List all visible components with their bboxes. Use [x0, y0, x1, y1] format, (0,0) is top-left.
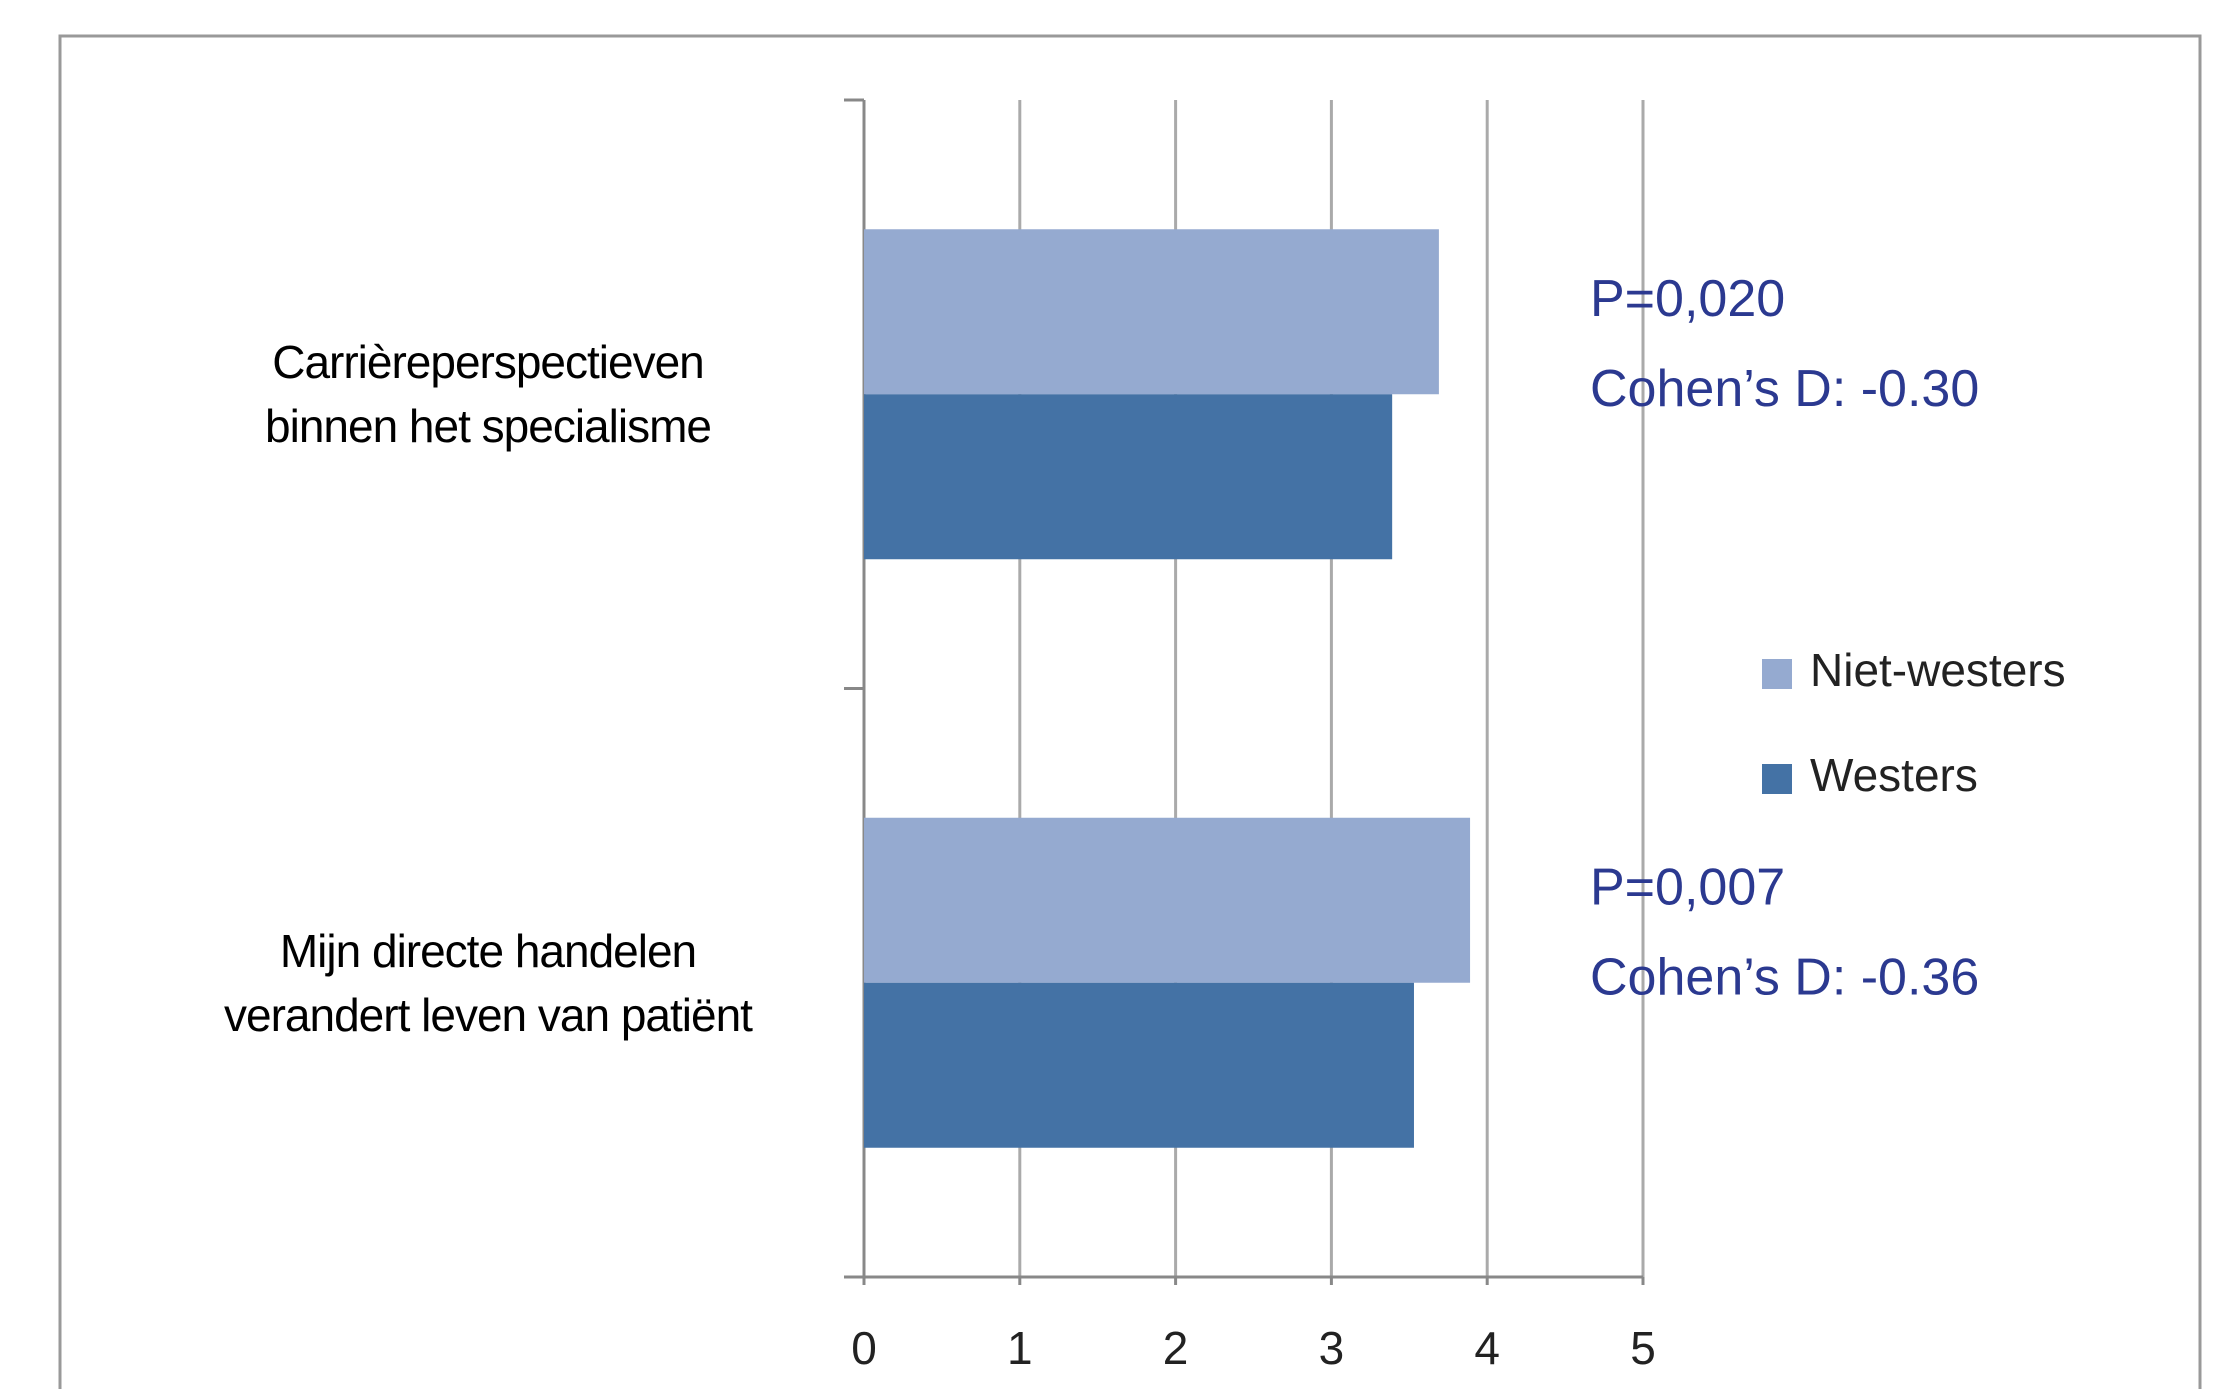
- x-tick-label: 3: [1319, 1322, 1345, 1374]
- legend-label: Niet-westers: [1810, 644, 2066, 696]
- x-tick-label: 1: [1007, 1322, 1033, 1374]
- annotation: P=0,020: [1590, 270, 1785, 328]
- x-tick-label: 2: [1163, 1322, 1189, 1374]
- legend-swatch: [1762, 764, 1792, 794]
- x-tick-label: 4: [1474, 1322, 1500, 1374]
- annotation: P=0,007: [1590, 858, 1785, 916]
- bar: [864, 817, 1471, 983]
- legend-swatch: [1762, 659, 1792, 689]
- legend-label: Westers: [1810, 749, 1978, 801]
- y-tick-label: Mijn directe handelen verandert leven va…: [224, 924, 753, 1041]
- bar: [864, 394, 1393, 560]
- annotation: Cohen’s D: -0.36: [1590, 948, 1979, 1006]
- x-tick-label: 5: [1630, 1322, 1656, 1374]
- y-tick-label: Carrièreperspectieven binnen het special…: [265, 336, 712, 453]
- annotation: Cohen’s D: -0.30: [1590, 360, 1979, 418]
- bar: [864, 982, 1414, 1148]
- bar: [864, 229, 1439, 395]
- x-tick-label: 0: [851, 1322, 877, 1374]
